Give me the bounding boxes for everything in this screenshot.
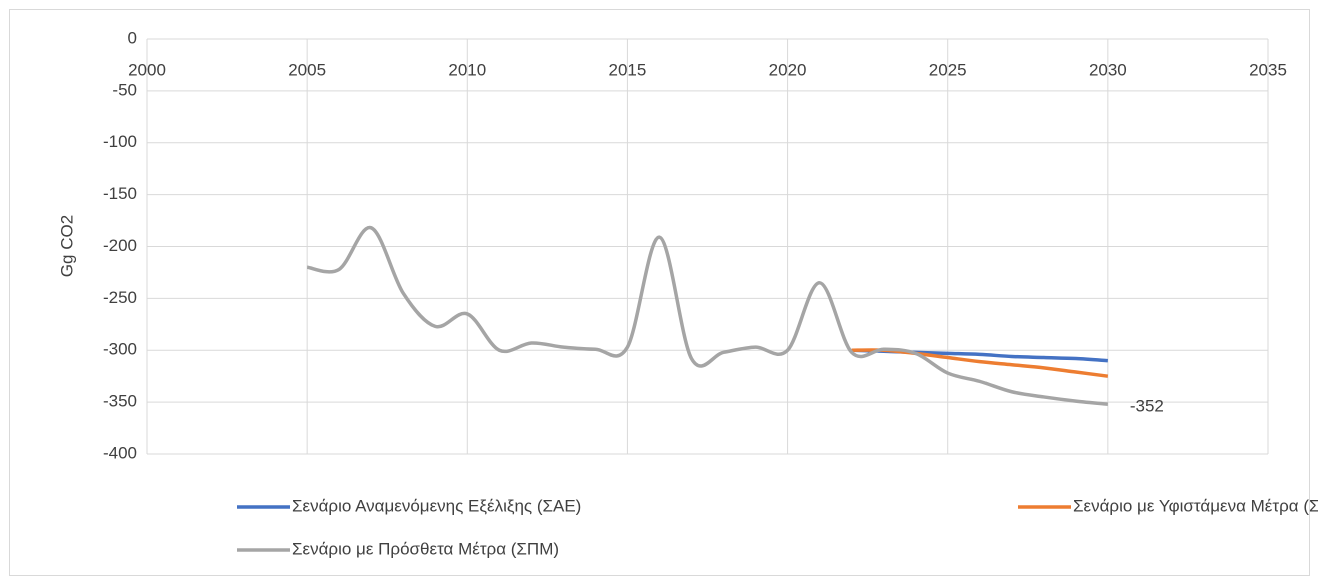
chart-frame	[9, 9, 1310, 576]
y-tick-label: -200	[103, 236, 137, 255]
x-tick-label: 2030	[1089, 60, 1127, 79]
x-tick-label: 2015	[609, 60, 647, 79]
line-series	[306, 226, 1109, 406]
x-tick-label: 2000	[128, 60, 166, 79]
y-tick-label: -400	[103, 443, 137, 462]
y-tick-label: -150	[103, 184, 137, 203]
x-tick-label: 2010	[448, 60, 486, 79]
legend-label: Σενάριο με Πρόσθετα Μέτρα (ΣΠΜ)	[292, 539, 559, 558]
y-axis-label: Gg CO2	[57, 215, 76, 277]
y-tick-label: 0	[128, 28, 137, 47]
x-tick-label: 2025	[929, 60, 967, 79]
y-tick-label: -250	[103, 288, 137, 307]
legend-label: Σενάριο Αναμενόμενης Εξέλιξης (ΣΑΕ)	[292, 496, 581, 515]
x-tick-label: 2035	[1249, 60, 1287, 79]
x-tick-label: 2005	[288, 60, 326, 79]
x-tick-label: 2020	[769, 60, 807, 79]
data-label: -352	[1130, 397, 1164, 416]
y-tick-label: -300	[103, 340, 137, 359]
y-tick-label: -350	[103, 392, 137, 411]
y-tick-label: -50	[112, 80, 137, 99]
legend-label: Σενάριο με Υφιστάμενα Μέτρα (ΣΥΜ)	[1073, 496, 1318, 515]
y-tick-label: -100	[103, 132, 137, 151]
